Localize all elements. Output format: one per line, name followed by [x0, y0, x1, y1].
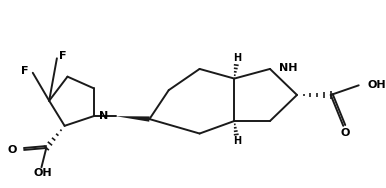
Text: F: F: [21, 66, 29, 76]
Text: O: O: [8, 145, 17, 155]
Text: H: H: [233, 136, 241, 146]
Text: OH: OH: [367, 80, 386, 90]
Text: O: O: [340, 128, 350, 138]
Text: H: H: [233, 53, 241, 63]
Polygon shape: [116, 116, 150, 122]
Text: OH: OH: [33, 168, 52, 178]
Text: F: F: [59, 51, 66, 61]
Text: NH: NH: [279, 63, 297, 73]
Text: N: N: [99, 111, 108, 121]
